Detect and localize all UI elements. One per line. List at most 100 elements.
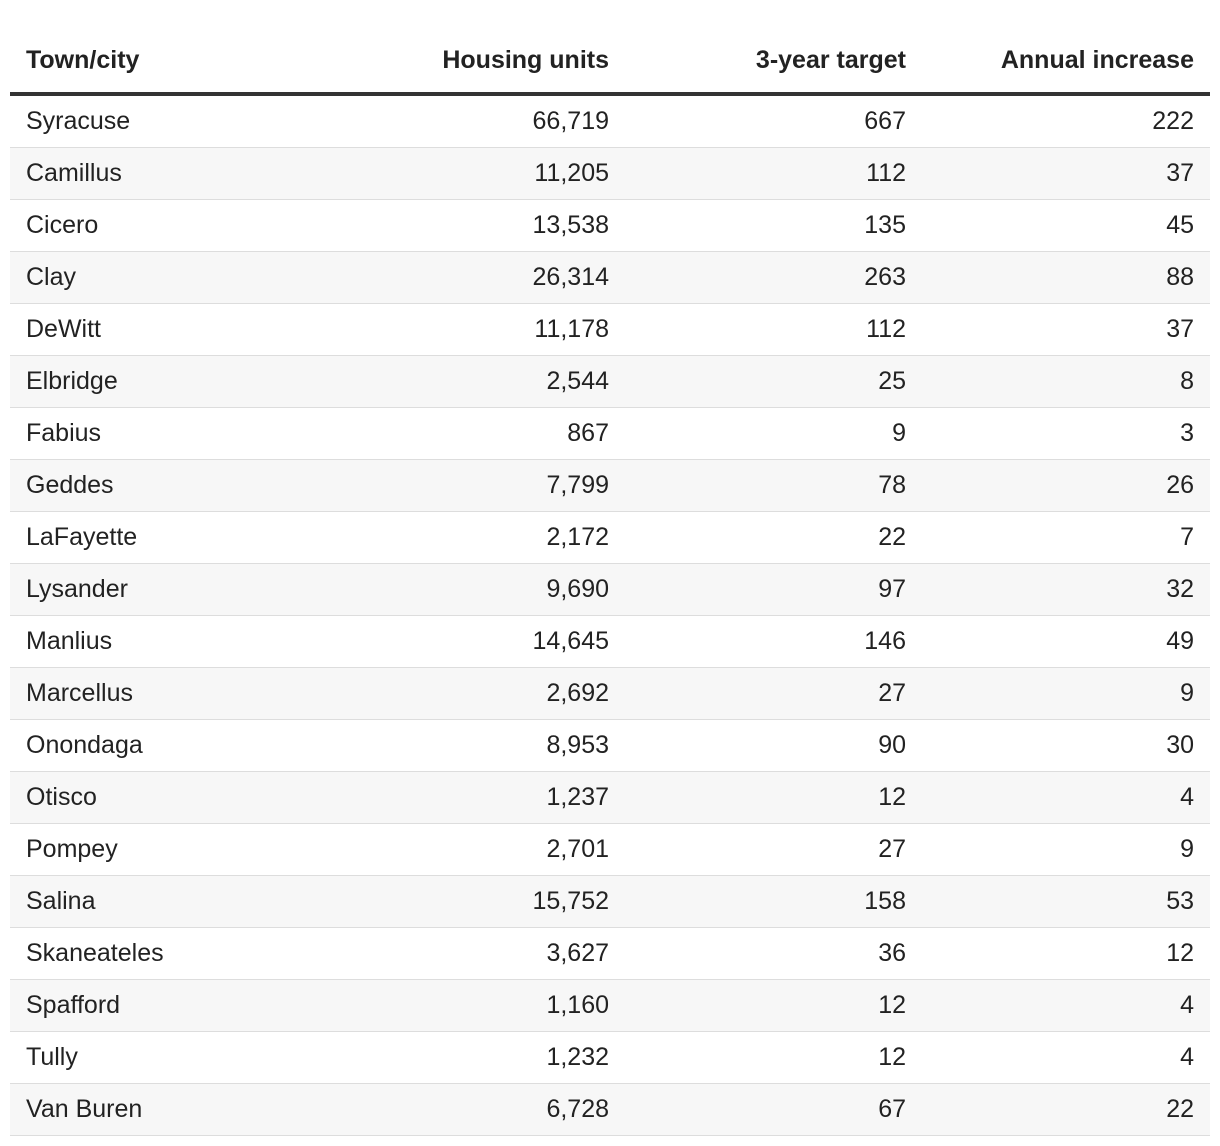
table-body: Syracuse 66,719 667 222 Camillus 11,205 112 37 C…	[10, 94, 1210, 1136]
header-cell: 3-year target	[625, 28, 922, 96]
table-row: Cicero 13,538 135 45	[10, 199, 1210, 252]
table-cell: Marcellus	[10, 667, 350, 720]
table-row: DeWitt 11,178 112 37	[10, 303, 1210, 356]
table-row: Salina 15,752 158 53	[10, 875, 1210, 928]
table-cell: 12	[922, 927, 1210, 980]
table-cell: 9	[625, 407, 922, 460]
table-cell: Spafford	[10, 979, 350, 1032]
table-cell: 7,799	[350, 459, 625, 512]
table-cell: 22	[625, 511, 922, 564]
table-cell: 2,544	[350, 355, 625, 408]
table-cell: 1,232	[350, 1031, 625, 1084]
table-row: Skaneateles 3,627 36 12	[10, 927, 1210, 980]
table-cell: 67	[625, 1083, 922, 1136]
header-cell: Annual increase	[922, 28, 1210, 96]
table-cell: 12	[625, 1031, 922, 1084]
table-cell: 78	[625, 459, 922, 512]
table-row: Geddes 7,799 78 26	[10, 459, 1210, 512]
table-cell: 97	[625, 563, 922, 616]
table-cell: 12	[625, 771, 922, 824]
table-cell: 867	[350, 407, 625, 460]
table-cell: 667	[625, 94, 922, 148]
table-row: Fabius 867 9 3	[10, 407, 1210, 460]
table-cell: 13,538	[350, 199, 625, 252]
table-row: Tully 1,232 12 4	[10, 1031, 1210, 1084]
table-cell: 9	[922, 667, 1210, 720]
table-cell: 1,237	[350, 771, 625, 824]
table-row: LaFayette 2,172 22 7	[10, 511, 1210, 564]
table-cell: Tully	[10, 1031, 350, 1084]
table-cell: 1,160	[350, 979, 625, 1032]
table-row: Camillus 11,205 112 37	[10, 147, 1210, 200]
table-cell: 37	[922, 147, 1210, 200]
table-cell: 2,692	[350, 667, 625, 720]
table-cell: 263	[625, 251, 922, 304]
table-cell: Salina	[10, 875, 350, 928]
table-row: Clay 26,314 263 88	[10, 251, 1210, 304]
table-cell: 27	[625, 823, 922, 876]
table-cell: 88	[922, 251, 1210, 304]
table-cell: 7	[922, 511, 1210, 564]
table-cell: 32	[922, 563, 1210, 616]
table-cell: Onondaga	[10, 719, 350, 772]
table-cell: Geddes	[10, 459, 350, 512]
table-cell: 9	[922, 823, 1210, 876]
table-cell: 49	[922, 615, 1210, 668]
table-cell: 53	[922, 875, 1210, 928]
table-cell: Van Buren	[10, 1083, 350, 1136]
table-cell: Pompey	[10, 823, 350, 876]
table-cell: 37	[922, 303, 1210, 356]
table-cell: Fabius	[10, 407, 350, 460]
table-cell: 112	[625, 303, 922, 356]
table-cell: Syracuse	[10, 94, 350, 148]
table-cell: DeWitt	[10, 303, 350, 356]
table-cell: 135	[625, 199, 922, 252]
table-row: Manlius 14,645 146 49	[10, 615, 1210, 668]
table-cell: 11,205	[350, 147, 625, 200]
table-cell: Skaneateles	[10, 927, 350, 980]
table-cell: 8,953	[350, 719, 625, 772]
table-cell: 3,627	[350, 927, 625, 980]
table-cell: 11,178	[350, 303, 625, 356]
table-cell: 2,701	[350, 823, 625, 876]
table-cell: 4	[922, 979, 1210, 1032]
table-cell: 36	[625, 927, 922, 980]
header-cell: Housing units	[350, 28, 625, 96]
table-cell: 30	[922, 719, 1210, 772]
table-cell: 4	[922, 1031, 1210, 1084]
table-cell: 8	[922, 355, 1210, 408]
table-cell: 146	[625, 615, 922, 668]
table-cell: 14,645	[350, 615, 625, 668]
table-cell: 222	[922, 94, 1210, 148]
table-cell: 66,719	[350, 94, 625, 148]
table-cell: 90	[625, 719, 922, 772]
table-cell: Elbridge	[10, 355, 350, 408]
table-cell: 158	[625, 875, 922, 928]
table-cell: Cicero	[10, 199, 350, 252]
table-cell: Clay	[10, 251, 350, 304]
table-cell: 22	[922, 1083, 1210, 1136]
table-cell: Lysander	[10, 563, 350, 616]
data-table: Town/city Housing units 3-year target An…	[10, 28, 1210, 1136]
table-cell: 25	[625, 355, 922, 408]
table-row: Otisco 1,237 12 4	[10, 771, 1210, 824]
table-row: Marcellus 2,692 27 9	[10, 667, 1210, 720]
table-row: Van Buren 6,728 67 22	[10, 1083, 1210, 1136]
table-cell: 4	[922, 771, 1210, 824]
table-cell: Otisco	[10, 771, 350, 824]
table-row: Lysander 9,690 97 32	[10, 563, 1210, 616]
table-header: Town/city Housing units 3-year target An…	[10, 28, 1210, 96]
table-cell: 9,690	[350, 563, 625, 616]
table-cell: 27	[625, 667, 922, 720]
table-row: Spafford 1,160 12 4	[10, 979, 1210, 1032]
table-cell: 3	[922, 407, 1210, 460]
table-cell: 2,172	[350, 511, 625, 564]
table-cell: 12	[625, 979, 922, 1032]
table-row: Elbridge 2,544 25 8	[10, 355, 1210, 408]
header-cell: Town/city	[10, 28, 350, 96]
table-cell: 112	[625, 147, 922, 200]
table-cell: 45	[922, 199, 1210, 252]
table-row: Onondaga 8,953 90 30	[10, 719, 1210, 772]
table-cell: Manlius	[10, 615, 350, 668]
